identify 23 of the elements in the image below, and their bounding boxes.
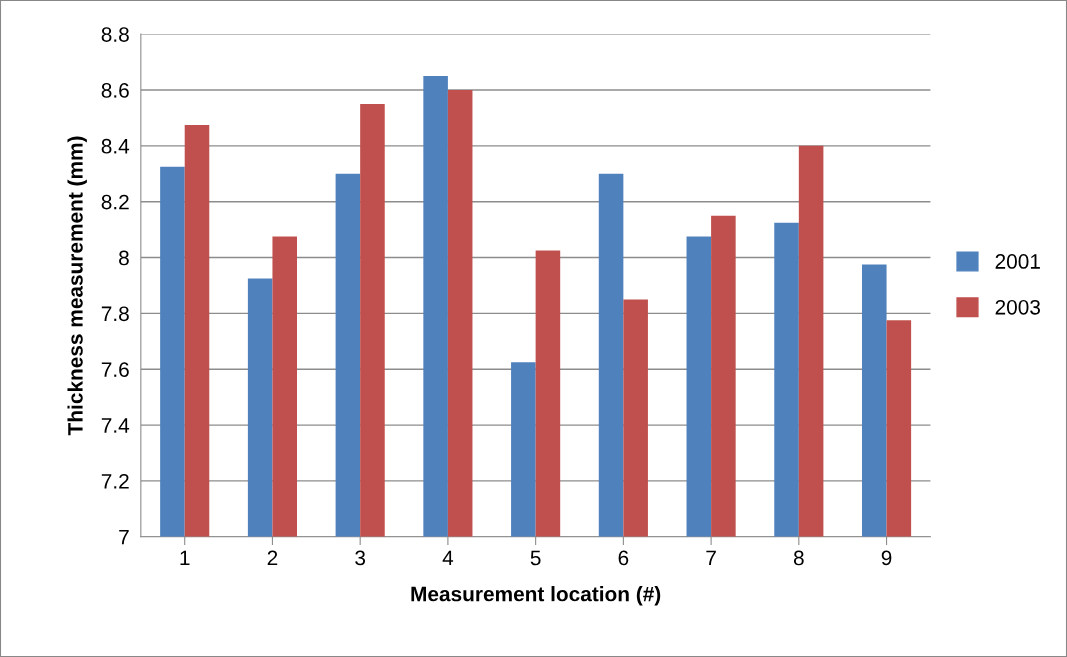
legend-label: 2001 [995,254,1040,269]
legend-label: 2003 [995,299,1040,315]
y-tick-label: 8.4 [101,138,130,154]
y-tick-label: 7.6 [101,362,129,377]
x-tick-label: 5 [530,550,541,566]
y-tick-label: 8.8 [101,27,129,42]
x-tick-label: 8 [793,550,804,566]
x-tick-label: 4 [442,550,454,566]
y-axis-title: Thickness measurement (mm) [67,136,87,436]
y-tick-label: 7 [119,529,129,545]
y-tick-label: 8.2 [101,194,129,210]
x-tick-label: 6 [618,550,629,566]
y-tick-label: 7.4 [101,418,130,433]
x-axis-title: Measurement location (#) [411,586,661,606]
x-tick-label: 2 [267,550,278,566]
y-tick-label: 7.8 [101,306,129,322]
x-tick-label: 7 [706,550,716,566]
y-tick-label: 7.2 [101,473,129,489]
x-tick-label: 9 [881,550,892,566]
x-tick-label: 3 [355,550,366,566]
y-tick-label: 8.6 [101,83,129,98]
x-tick-label: 1 [180,550,190,566]
y-tick-label: 8 [119,250,129,266]
